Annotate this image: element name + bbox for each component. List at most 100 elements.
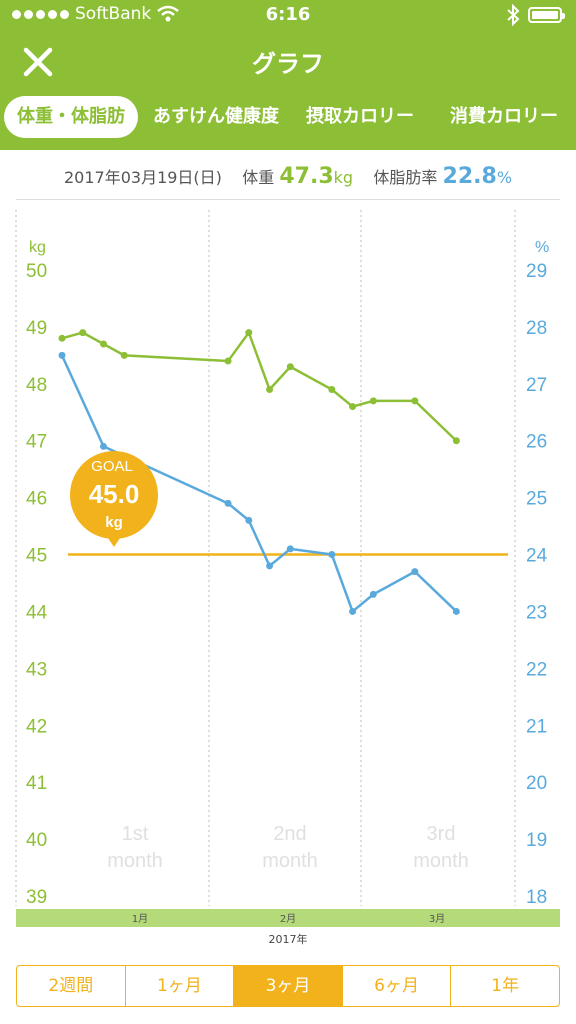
- bodyfat-point: [58, 351, 66, 359]
- weight-point: [349, 403, 357, 411]
- goal-unit: kg: [105, 514, 123, 531]
- bodyfat-point: [100, 442, 108, 450]
- y-left-tick-label: 46: [26, 489, 47, 510]
- weight-line: [61, 331, 458, 442]
- x-month-label: 2月: [280, 913, 296, 925]
- bodyfat-unit: %: [496, 168, 513, 187]
- goal-bubble-pointer: [106, 535, 122, 547]
- y-left-tick-label: 39: [26, 887, 47, 908]
- y-right-tick-label: 18: [526, 887, 547, 908]
- weight-point: [286, 363, 294, 371]
- goal-label: GOAL: [91, 458, 133, 475]
- goal-value: 45.0: [89, 479, 140, 509]
- weight-point: [369, 397, 377, 405]
- chart-svg: 1st month 2nd month 3rd month kg % 50 49 48 47 46 45…: [15, 210, 560, 946]
- weight-point: [120, 351, 128, 359]
- status-bar: SoftBank 6:16: [0, 0, 576, 30]
- weight-point: [452, 437, 460, 445]
- y-left-tick-label: 42: [26, 716, 47, 737]
- nav-bar: グラフ: [0, 30, 576, 92]
- summary-date: 2017年03月19日(日): [63, 168, 222, 187]
- month-watermark-line2: month: [107, 850, 163, 872]
- x-year-label: 2017年: [269, 932, 308, 946]
- carrier-name: SoftBank: [75, 4, 152, 24]
- y-left-tick-label: 40: [26, 830, 47, 851]
- bluetooth-icon: [507, 4, 520, 26]
- range-3-months[interactable]: 3ヶ月: [234, 966, 343, 1006]
- weight-point: [411, 397, 419, 405]
- bodyfat-point: [224, 499, 232, 507]
- y-left-tick-label: 47: [26, 432, 47, 453]
- tab-bar: 体重・体脂肪 あすけん健康度 摂取カロリー 消費カロリー: [0, 92, 576, 150]
- carrier: SoftBank: [12, 4, 180, 24]
- x-month-label: 1月: [132, 913, 148, 925]
- y-right-tick-label: 23: [526, 602, 547, 623]
- y-right-tick-label: 19: [526, 830, 547, 851]
- goal-bubble: [70, 451, 158, 539]
- month-watermark-line1: 2nd: [273, 823, 306, 845]
- y-right-tick-label: 27: [526, 375, 547, 396]
- y-right-tick-label: 24: [526, 546, 548, 567]
- y-left-tick-label: 45: [26, 546, 47, 567]
- bodyfat-point: [266, 562, 274, 570]
- summary-bar: 2017年03月19日(日) 体重 47.3kg 体脂肪率 22.8%: [0, 150, 576, 206]
- clock: 6:16: [265, 4, 311, 25]
- close-icon[interactable]: [20, 44, 56, 80]
- bodyfat-point: [369, 590, 377, 598]
- weight-point: [79, 329, 87, 337]
- y-left-tick-label: 49: [26, 318, 47, 339]
- divider: [16, 199, 560, 200]
- month-watermark-line2: month: [413, 850, 469, 872]
- tab-burned-calories[interactable]: 消費カロリー: [450, 106, 558, 127]
- weight-point: [224, 357, 232, 365]
- month-band: [16, 909, 560, 927]
- y-right-tick-label: 22: [526, 659, 547, 680]
- weight-label: 体重: [242, 168, 275, 187]
- y-right-unit: %: [535, 239, 549, 256]
- y-right-tick-label: 21: [526, 716, 547, 737]
- month-watermark-line1: 3rd: [427, 823, 456, 845]
- y-right-tick-label: 28: [526, 318, 547, 339]
- y-left-unit: kg: [29, 239, 46, 256]
- month-watermark-line1: 1st: [122, 823, 149, 845]
- weight-point: [58, 334, 66, 342]
- x-month-label: 3月: [429, 913, 445, 925]
- range-2-weeks[interactable]: 2週間: [17, 966, 126, 1006]
- range-6-months[interactable]: 6ヶ月: [343, 966, 452, 1006]
- tab-weight-bodyfat[interactable]: 体重・体脂肪: [4, 96, 138, 138]
- battery-icon: [528, 7, 565, 23]
- bodyfat-point: [286, 545, 294, 553]
- y-right-tick-label: 29: [526, 261, 547, 282]
- weight-bodyfat-chart: 1st month 2nd month 3rd month kg% 50 49 48 47 46 45…: [0, 200, 576, 950]
- y-right-tick-label: 25: [526, 489, 547, 510]
- weight-point: [245, 329, 253, 337]
- wifi-icon: [157, 5, 180, 22]
- page-title: グラフ: [252, 50, 324, 78]
- bodyfat-value: 22.8: [442, 164, 497, 189]
- bodyfat-point: [245, 516, 253, 524]
- weight-unit: kg: [333, 168, 354, 187]
- weight-value: 47.3: [279, 164, 334, 189]
- bodyfat-point: [328, 551, 336, 559]
- bodyfat-point: [349, 607, 357, 615]
- tab-intake-calories[interactable]: 摂取カロリー: [306, 106, 414, 127]
- y-left-tick-label: 48: [26, 375, 47, 396]
- y-left-tick-label: 50: [26, 261, 47, 282]
- bodyfat-point: [411, 568, 419, 576]
- month-watermark-line2: month: [262, 850, 318, 872]
- tab-asken-health[interactable]: あすけん健康度: [153, 106, 279, 127]
- signal-icon: [12, 9, 69, 19]
- weight-point: [328, 386, 336, 394]
- y-left-tick-label: 43: [26, 659, 47, 680]
- y-right-tick-label: 20: [526, 773, 547, 794]
- bodyfat-point: [452, 607, 460, 615]
- y-right-tick-label: 26: [526, 432, 547, 453]
- range-1-month[interactable]: 1ヶ月: [126, 966, 235, 1006]
- weight-point: [100, 340, 108, 348]
- y-left-tick-label: 44: [26, 602, 48, 623]
- weight-point: [266, 386, 274, 394]
- bodyfat-label: 体脂肪率: [373, 168, 438, 187]
- range-1-year[interactable]: 1年: [491, 976, 520, 996]
- range-selector: 2週間 1ヶ月 3ヶ月 6ヶ月 1年: [16, 965, 560, 1007]
- y-left-tick-label: 41: [26, 773, 47, 794]
